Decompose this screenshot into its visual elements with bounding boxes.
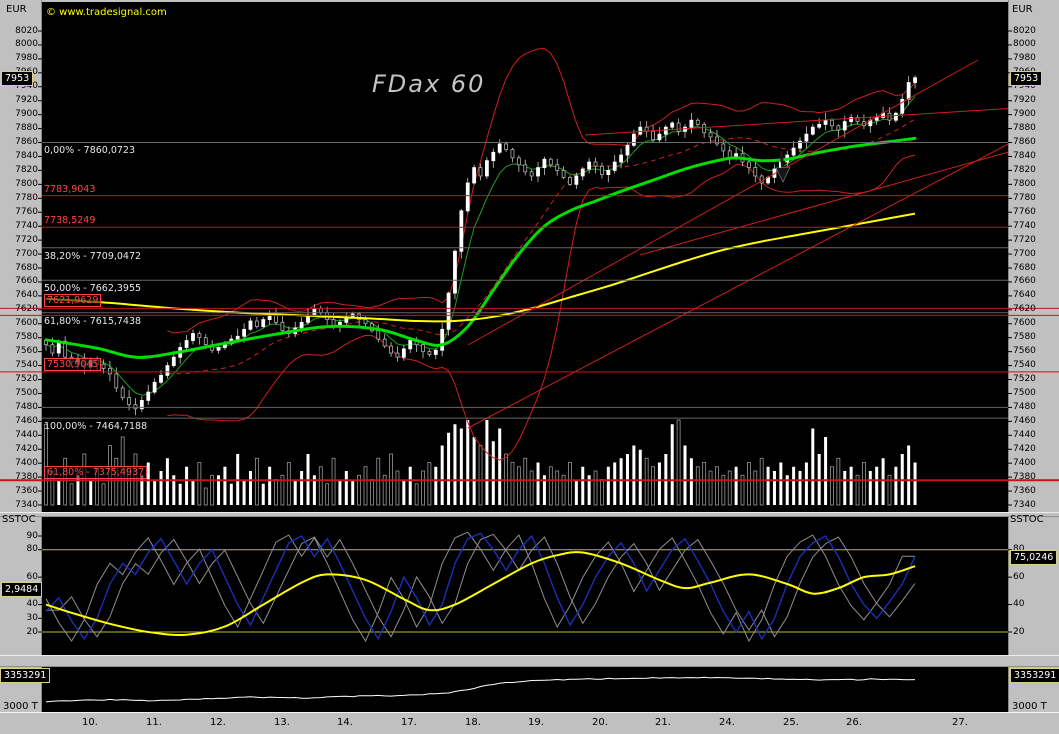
main-chart-layer — [44, 48, 1008, 506]
sstoc-layer — [42, 531, 1008, 643]
date-label: 10. — [82, 717, 98, 728]
date-label: 14. — [337, 717, 353, 728]
date-label: 17. — [401, 717, 417, 728]
bollinger-mid-dashed — [167, 118, 916, 375]
ema-green — [45, 96, 916, 396]
date-label: 24. — [719, 717, 735, 728]
date-label: 25. — [783, 717, 799, 728]
date-label: 27. — [952, 717, 968, 728]
date-axis[interactable]: 10. 11. 12. 13. 14. 17. 18. 19. 20. 21. 24. 25. 26. 2… — [0, 712, 1059, 734]
open-interest-line — [45, 676, 916, 703]
date-label: 21. — [655, 717, 671, 728]
date-label: 18. — [465, 717, 481, 728]
bollinger-lower — [167, 154, 916, 461]
date-label: 11. — [146, 717, 162, 728]
date-label: 12. — [210, 717, 226, 728]
date-label: 20. — [592, 717, 608, 728]
main-panel-bg — [42, 2, 1008, 512]
trendline — [467, 143, 1008, 429]
sstoc-yellow-slow — [45, 551, 916, 636]
date-label: 19. — [528, 717, 544, 728]
open-interest-layer — [45, 676, 916, 703]
date-label: 13. — [274, 717, 290, 728]
trendline — [639, 151, 1008, 256]
sstoc-blue-k — [45, 532, 916, 641]
ma-lime-thick — [44, 136, 917, 359]
trendline — [584, 108, 1008, 136]
panel-separator-main-sstoc[interactable] — [0, 512, 1059, 517]
sstoc-gray-1 — [46, 533, 916, 638]
down-arrow-annotation — [775, 166, 791, 183]
trendline — [467, 59, 979, 346]
panel-separator-sstoc-oi[interactable] — [0, 655, 1059, 667]
right-price-axis[interactable] — [1008, 0, 1059, 712]
candlestick-series — [44, 75, 917, 416]
oi-panel-bg — [42, 667, 1008, 712]
volume-bars — [44, 419, 917, 506]
date-label: 26. — [846, 717, 862, 728]
bollinger-upper — [167, 48, 916, 334]
sstoc-gray-2 — [45, 531, 915, 643]
